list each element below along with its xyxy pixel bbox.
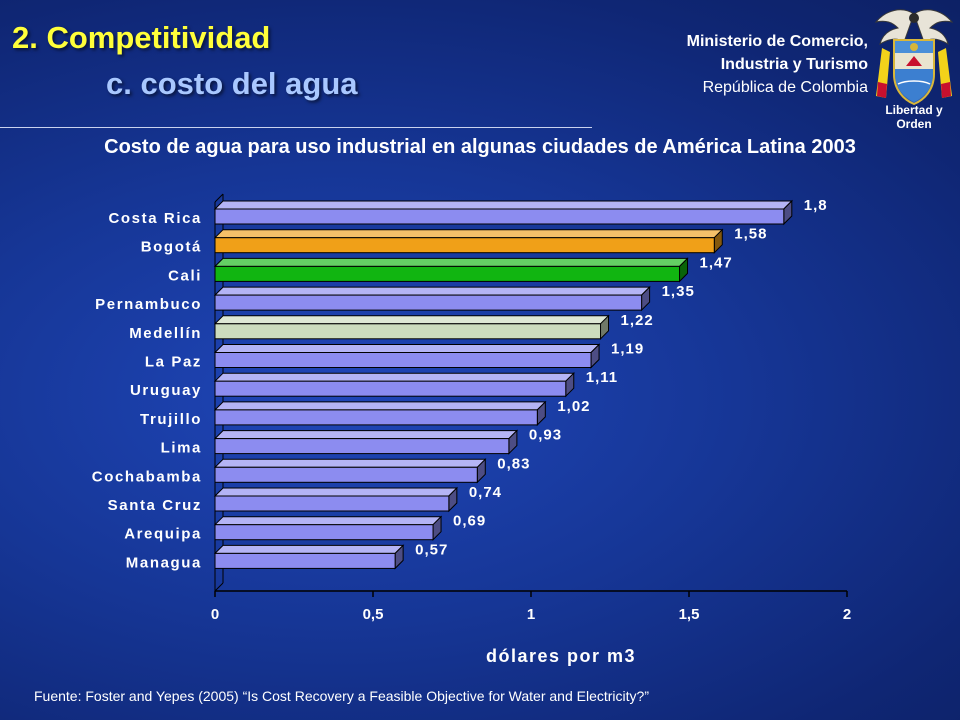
colombia-coat-of-arms-icon bbox=[874, 9, 954, 106]
category-label: Cali bbox=[168, 267, 202, 284]
axis-corner bbox=[214, 582, 224, 592]
bar-top bbox=[213, 229, 724, 239]
bar bbox=[214, 237, 715, 254]
bar bbox=[214, 466, 478, 483]
ministry-line-2: Industria y Turismo bbox=[720, 56, 868, 73]
data-label: 1,58 bbox=[734, 226, 767, 243]
category-label: Santa Cruz bbox=[108, 497, 202, 514]
bar bbox=[214, 294, 643, 311]
bar-top bbox=[213, 430, 519, 440]
ministry-line-1: Ministerio de Comercio, bbox=[686, 33, 868, 50]
category-label: Costa Rica bbox=[108, 210, 202, 227]
data-label: 0,57 bbox=[415, 541, 448, 558]
category-label: La Paz bbox=[145, 354, 202, 371]
ministry-block: Ministerio de Comercio, Industria y Turi… bbox=[687, 30, 868, 99]
category-label: Pernambuco bbox=[95, 296, 202, 313]
slide-subtitle: c. costo del agua bbox=[106, 66, 358, 101]
data-label: 1,19 bbox=[611, 341, 644, 358]
chart-title: Costo de agua para uso industrial en alg… bbox=[104, 136, 856, 158]
bar bbox=[214, 495, 450, 512]
bar-top bbox=[213, 544, 405, 554]
bar bbox=[214, 208, 785, 225]
data-label: 1,8 bbox=[804, 197, 828, 214]
bar bbox=[214, 265, 681, 282]
category-label: Arequipa bbox=[124, 526, 202, 543]
x-tick-label: 1,5 bbox=[679, 606, 700, 623]
category-label: Medellín bbox=[129, 325, 202, 342]
bar bbox=[214, 380, 567, 397]
bar-top bbox=[213, 458, 487, 468]
slide-title: 2. Competitividad bbox=[12, 20, 271, 55]
bar-top bbox=[213, 257, 689, 267]
x-tick-label: 0,5 bbox=[363, 606, 384, 623]
category-label: Trujillo bbox=[140, 411, 202, 428]
bar-top bbox=[213, 344, 601, 353]
data-label: 0,83 bbox=[497, 455, 530, 472]
x-tick-label: 0 bbox=[211, 606, 219, 623]
data-label: 1,02 bbox=[557, 398, 590, 415]
category-label: Cochabamba bbox=[92, 468, 202, 485]
category-label: Managua bbox=[126, 554, 202, 571]
bar bbox=[214, 323, 602, 340]
bar-top bbox=[213, 372, 575, 382]
category-label: Lima bbox=[161, 440, 202, 457]
bar bbox=[214, 352, 592, 368]
data-label: 0,69 bbox=[453, 513, 486, 530]
bar-top bbox=[213, 286, 651, 296]
crest-motto: Libertad y Orden bbox=[885, 103, 943, 131]
data-label: 0,74 bbox=[469, 484, 502, 501]
category-label: Bogotá bbox=[141, 239, 202, 256]
x-tick-label: 2 bbox=[843, 606, 851, 623]
data-label: 1,22 bbox=[621, 312, 654, 329]
x-axis-label: dólares por m3 bbox=[486, 646, 636, 666]
bar-top bbox=[213, 516, 443, 526]
data-label: 1,35 bbox=[662, 283, 695, 300]
category-label: Uruguay bbox=[130, 382, 202, 399]
bar bbox=[214, 524, 434, 541]
ministry-line-3: República de Colombia bbox=[702, 79, 868, 96]
bar-top bbox=[213, 200, 794, 210]
bar bbox=[214, 438, 510, 455]
bar-top bbox=[213, 487, 459, 497]
x-tick-label: 1 bbox=[527, 606, 535, 623]
bar-top bbox=[213, 401, 547, 411]
data-label: 1,11 bbox=[586, 369, 618, 386]
axis-top-corner bbox=[214, 193, 224, 203]
source-note: Fuente: Foster and Yepes (2005) “Is Cost… bbox=[34, 688, 649, 704]
data-label: 1,47 bbox=[700, 254, 733, 271]
bar-top bbox=[213, 315, 610, 325]
data-label: 0,93 bbox=[529, 427, 562, 444]
title-divider bbox=[0, 127, 592, 128]
bar bbox=[214, 552, 396, 569]
bar bbox=[214, 409, 538, 426]
